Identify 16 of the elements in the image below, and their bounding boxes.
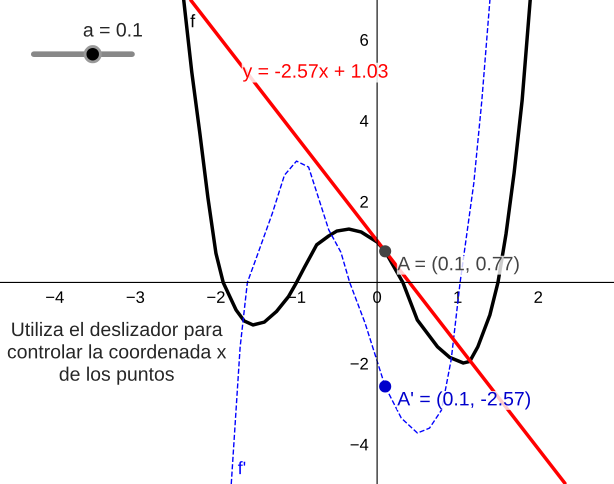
y-tick-label: 6 — [360, 34, 368, 46]
annotation: a = 0.1 — [84, 22, 142, 37]
x-tick-label: −3 — [126, 291, 144, 304]
series-label: f — [190, 14, 196, 28]
x-tick-label: −2 — [207, 291, 225, 303]
annotation: Utiliza el deslizador para controlar la coordenada x de los puntos — [8, 322, 226, 385]
annotation: A = (0.1, 0.77) — [397, 256, 519, 274]
annotation: y = -2.57x + 1.03 — [242, 64, 388, 82]
y-tick-label: 4 — [360, 115, 368, 127]
series-label: f' — [238, 461, 246, 474]
y-tick-label: 2 — [360, 196, 368, 208]
x-tick-label: 2 — [534, 291, 542, 303]
y-tick-label: −4 — [350, 438, 368, 450]
x-tick-label: −4 — [46, 291, 64, 303]
y-tick-label: −2 — [350, 358, 368, 370]
annotation: A' = (0.1, -2.57) — [397, 391, 530, 410]
